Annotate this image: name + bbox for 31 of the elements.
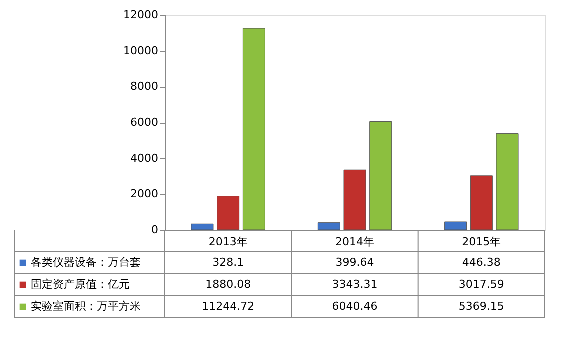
legend-label: 固定资产原值：亿元 xyxy=(31,278,130,291)
y-tick-label: 12000 xyxy=(124,8,158,22)
data-label: 328.1 xyxy=(212,256,244,269)
bar xyxy=(370,122,392,230)
x-tick-label: 2015年 xyxy=(462,236,502,248)
data-label: 1880.08 xyxy=(206,278,252,291)
data-label: 5369.15 xyxy=(458,300,504,313)
y-tick-label: 6000 xyxy=(130,116,158,129)
bar xyxy=(318,222,340,230)
bar xyxy=(191,224,214,230)
bar xyxy=(217,196,240,230)
x-tick-label: 2013年 xyxy=(208,236,248,248)
x-tick-label: 2014年 xyxy=(336,236,374,248)
y-tick-label: 4000 xyxy=(130,152,158,165)
legend-label: 各类仪器设备：万台套 xyxy=(31,256,141,269)
y-tick-label: 8000 xyxy=(130,80,158,94)
y-tick-label: 10000 xyxy=(124,44,158,58)
data-label: 399.64 xyxy=(336,256,374,269)
data-label: 446.38 xyxy=(462,256,501,269)
bar xyxy=(344,170,366,230)
y-tick-label: 0 xyxy=(152,224,158,236)
bar xyxy=(242,28,266,230)
data-label: 3017.59 xyxy=(458,278,504,291)
legend-label: 实验室面积：万平方米 xyxy=(31,300,141,313)
bar xyxy=(444,222,468,230)
bar xyxy=(470,176,493,230)
y-tick-label: 2000 xyxy=(130,188,158,201)
data-label: 6040.46 xyxy=(332,300,378,313)
data-label: 11244.72 xyxy=(202,300,255,313)
data-label: 3343.31 xyxy=(332,278,378,291)
bar xyxy=(496,134,519,230)
